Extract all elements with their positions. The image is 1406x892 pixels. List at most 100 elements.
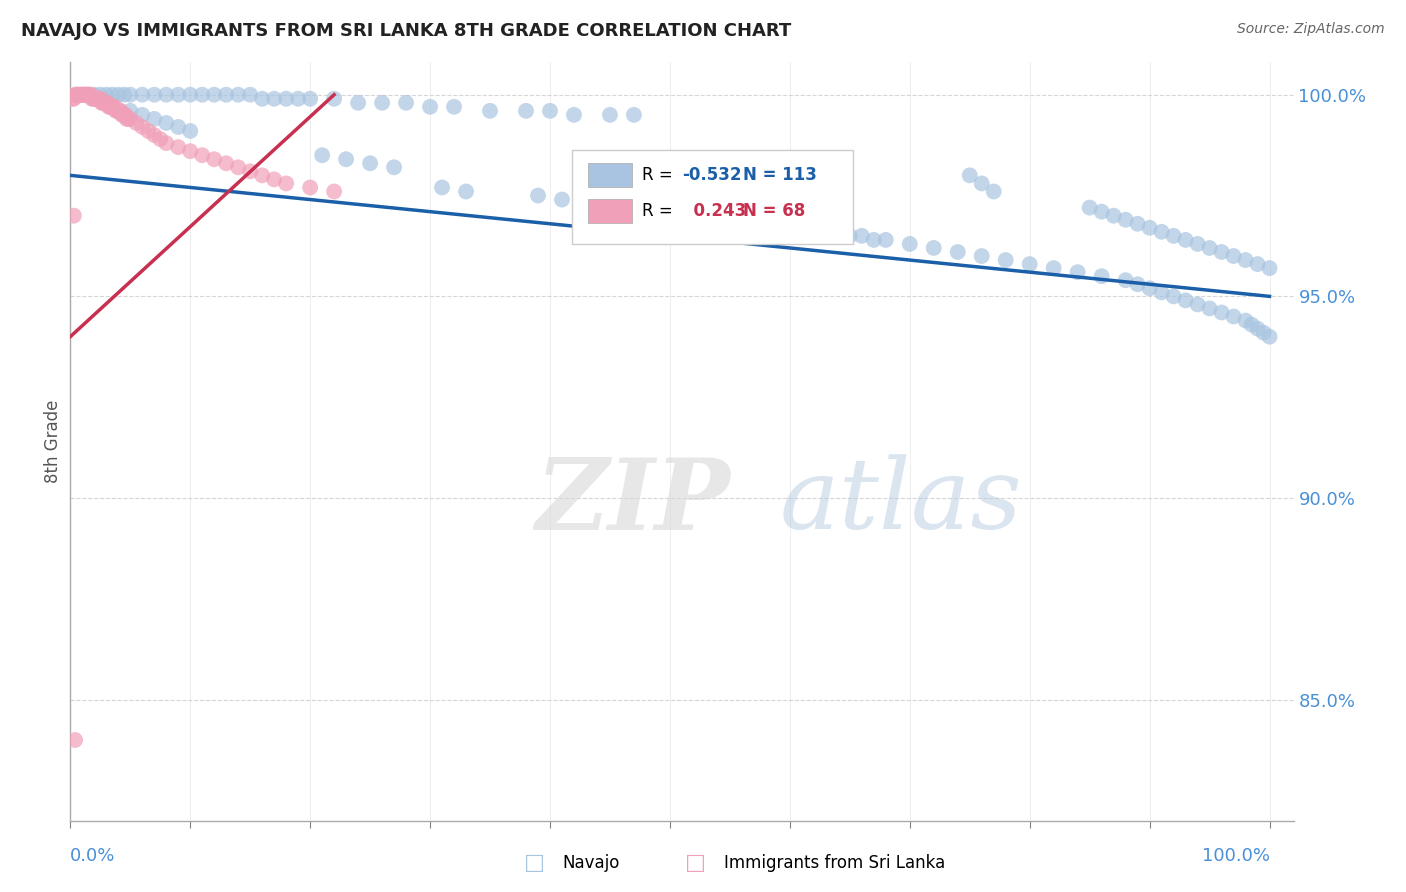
Point: [1091, 269, 1114, 284]
Point: [1139, 220, 1161, 235]
Point: [335, 153, 357, 167]
Point: [779, 217, 801, 231]
Point: [104, 103, 127, 118]
Point: [803, 220, 825, 235]
Point: [454, 185, 477, 199]
Point: [110, 103, 132, 118]
Point: [347, 95, 370, 110]
Point: [112, 87, 135, 102]
Point: [250, 92, 273, 106]
Point: [96, 95, 118, 110]
Point: [97, 100, 120, 114]
Point: [100, 100, 122, 114]
Point: [120, 103, 142, 118]
Point: [82, 92, 104, 106]
Point: [562, 108, 585, 122]
Point: [179, 144, 201, 158]
FancyBboxPatch shape: [588, 199, 631, 223]
Text: □: □: [524, 854, 544, 873]
Point: [430, 180, 453, 194]
Point: [1211, 305, 1233, 319]
Point: [103, 100, 125, 114]
Point: [96, 87, 118, 102]
Point: [851, 228, 873, 243]
Point: [65, 87, 87, 102]
Point: [136, 124, 159, 138]
Point: [946, 245, 969, 260]
Point: [1174, 233, 1197, 247]
Point: [838, 228, 860, 243]
Point: [1246, 321, 1268, 335]
Point: [299, 92, 322, 106]
Point: [105, 103, 128, 118]
Point: [120, 87, 142, 102]
Point: [827, 225, 849, 239]
Point: [382, 161, 405, 175]
Point: [1078, 201, 1101, 215]
Point: [239, 87, 262, 102]
Point: [1042, 261, 1064, 276]
Point: [970, 249, 993, 263]
Point: [1163, 228, 1185, 243]
Point: [155, 116, 177, 130]
FancyBboxPatch shape: [572, 150, 853, 244]
Point: [1222, 249, 1244, 263]
Text: R =: R =: [641, 166, 678, 184]
Text: 0.0%: 0.0%: [70, 847, 115, 865]
Point: [202, 153, 225, 167]
Point: [77, 87, 100, 102]
Point: [226, 161, 249, 175]
Point: [120, 112, 142, 126]
Point: [1187, 297, 1209, 311]
Point: [814, 225, 837, 239]
Point: [73, 87, 96, 102]
Point: [515, 103, 537, 118]
Point: [215, 156, 238, 170]
Point: [742, 217, 765, 231]
Point: [77, 87, 100, 102]
Point: [287, 92, 309, 106]
Point: [117, 112, 139, 126]
Text: R =: R =: [641, 202, 678, 220]
Point: [125, 116, 148, 130]
Point: [1234, 253, 1257, 268]
Point: [104, 100, 127, 114]
Point: [167, 87, 190, 102]
Point: [599, 108, 621, 122]
Point: [1258, 329, 1281, 343]
Point: [108, 103, 131, 118]
Point: [1102, 209, 1125, 223]
Point: [359, 156, 381, 170]
Point: [86, 92, 108, 106]
Point: [131, 108, 153, 122]
Point: [1150, 285, 1173, 300]
Point: [658, 193, 681, 207]
Text: Source: ZipAtlas.com: Source: ZipAtlas.com: [1237, 22, 1385, 37]
Text: -0.532: -0.532: [682, 166, 741, 184]
Point: [101, 100, 124, 114]
Point: [191, 148, 214, 162]
Text: Immigrants from Sri Lanka: Immigrants from Sri Lanka: [724, 855, 945, 872]
Point: [65, 87, 87, 102]
Point: [112, 108, 135, 122]
Point: [263, 172, 285, 186]
Text: 100.0%: 100.0%: [1202, 847, 1270, 865]
Point: [1258, 261, 1281, 276]
Point: [80, 92, 103, 106]
Point: [215, 87, 238, 102]
Point: [1211, 245, 1233, 260]
Point: [167, 140, 190, 154]
Point: [875, 233, 897, 247]
Point: [62, 92, 84, 106]
Point: [755, 220, 778, 235]
Point: [167, 120, 190, 134]
Point: [623, 108, 645, 122]
Point: [107, 103, 129, 118]
Point: [87, 92, 110, 106]
FancyBboxPatch shape: [588, 162, 631, 186]
Text: NAVAJO VS IMMIGRANTS FROM SRI LANKA 8TH GRADE CORRELATION CHART: NAVAJO VS IMMIGRANTS FROM SRI LANKA 8TH …: [21, 22, 792, 40]
Point: [107, 87, 129, 102]
Text: atlas: atlas: [780, 455, 1022, 549]
Text: Navajo: Navajo: [562, 855, 620, 872]
Point: [250, 169, 273, 183]
